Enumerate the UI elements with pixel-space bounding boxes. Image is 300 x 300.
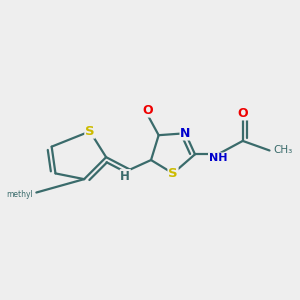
Text: CH₃: CH₃ bbox=[273, 146, 292, 155]
Text: NH: NH bbox=[209, 153, 227, 163]
Text: S: S bbox=[85, 125, 95, 138]
Text: O: O bbox=[237, 107, 248, 120]
Text: H: H bbox=[120, 170, 130, 183]
Text: methyl: methyl bbox=[6, 190, 32, 199]
Text: S: S bbox=[168, 167, 178, 180]
Text: N: N bbox=[180, 127, 190, 140]
Text: O: O bbox=[142, 104, 152, 117]
